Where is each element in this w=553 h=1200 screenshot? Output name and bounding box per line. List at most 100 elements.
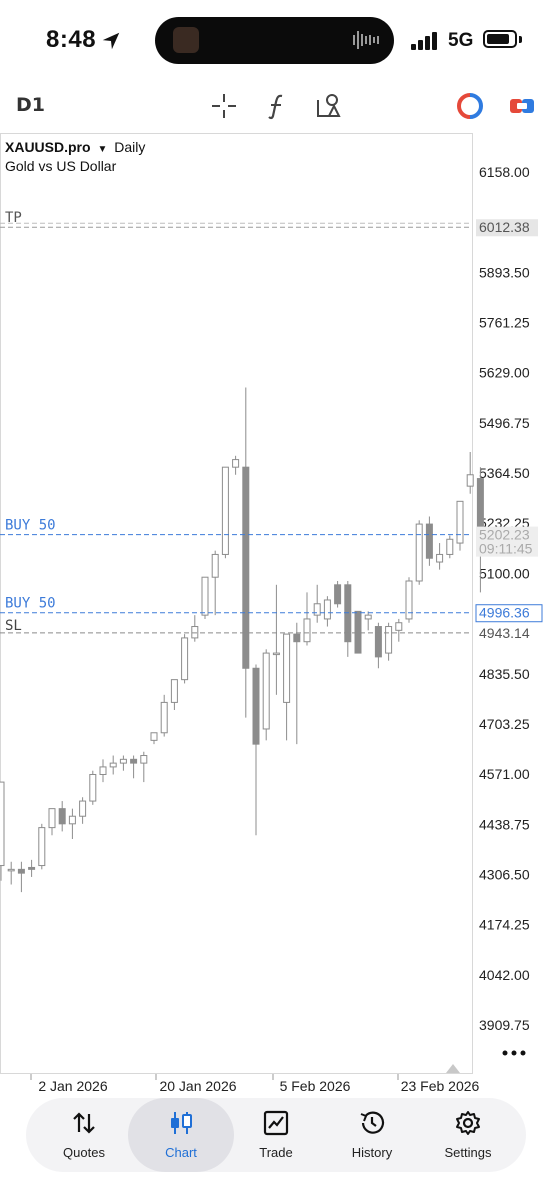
nav-label-settings: Settings xyxy=(444,1145,492,1160)
trade-chart-icon xyxy=(263,1110,289,1136)
candle-body xyxy=(201,576,209,616)
candle-body xyxy=(323,599,331,620)
battery-tip xyxy=(519,36,522,43)
bar-countdown-timer: 09:11:45 xyxy=(479,541,533,557)
nav-quotes[interactable]: Quotes xyxy=(34,1098,134,1172)
take-profit-label: TP xyxy=(5,210,22,226)
price-axis-label: 4703.25 xyxy=(479,716,530,732)
symbol-description: Gold vs US Dollar xyxy=(5,158,117,174)
chart-shift-marker[interactable] xyxy=(446,1064,460,1073)
time-axis-label: 2 Jan 2026 xyxy=(38,1078,107,1094)
candle-body xyxy=(446,538,454,555)
audio-waveform-icon xyxy=(353,31,379,49)
candle-body xyxy=(232,459,240,468)
indicators-icon[interactable] xyxy=(263,92,291,120)
candle-body xyxy=(160,701,168,734)
time-axis-label: 20 Jan 2026 xyxy=(159,1078,236,1094)
crosshair-icon[interactable] xyxy=(210,92,238,120)
candle-body xyxy=(456,500,464,544)
nav-label-trade: Trade xyxy=(259,1145,293,1160)
nav-history[interactable]: History xyxy=(322,1098,422,1172)
candle-body xyxy=(415,523,423,582)
candle-body xyxy=(436,553,444,563)
status-bar: 8:48 5G xyxy=(0,0,553,82)
price-axis-label: 4306.50 xyxy=(479,866,530,882)
candle-body xyxy=(242,466,250,669)
dropdown-caret-icon[interactable]: ▼ xyxy=(97,144,108,155)
buy-order-price-tag xyxy=(475,604,543,623)
chart-toolbar: D1 xyxy=(0,82,553,130)
chart-header: XAUUSD.pro ▼ Daily xyxy=(5,139,145,155)
candle-body xyxy=(395,622,403,631)
bottom-navigation: Quotes Chart Trade History Settings xyxy=(26,1098,526,1172)
candle-body xyxy=(79,800,87,817)
buy-order-price: 4996.36 xyxy=(479,605,530,621)
new-order-icon[interactable] xyxy=(508,92,536,120)
price-axis-label: 4571.00 xyxy=(479,766,530,782)
price-axis-label: 4438.75 xyxy=(479,816,530,832)
price-axis-label: 4835.50 xyxy=(479,666,530,682)
candle-body xyxy=(303,618,311,643)
candle-body xyxy=(252,667,260,745)
history-clock-icon xyxy=(360,1111,385,1134)
price-axis-label: 5100.00 xyxy=(479,565,530,581)
drawing-objects-icon[interactable] xyxy=(315,92,343,120)
battery-icon xyxy=(483,30,517,48)
chart-period: Daily xyxy=(114,139,146,155)
cellular-signal-icon xyxy=(411,32,437,50)
settings-gear-icon xyxy=(456,1111,480,1135)
price-axis-label: 5893.50 xyxy=(479,264,530,280)
quotes-arrows-icon xyxy=(73,1112,95,1134)
plot-frame xyxy=(0,133,473,1074)
candle-body xyxy=(425,523,433,559)
candle-body xyxy=(170,679,178,703)
candle-body xyxy=(181,637,189,681)
candle-body xyxy=(354,610,362,654)
current-price-tag xyxy=(476,526,538,557)
candlestick-chart-icon xyxy=(171,1112,192,1134)
more-options-icon[interactable] xyxy=(502,1050,526,1056)
candle-body xyxy=(262,652,270,730)
candle-body xyxy=(191,626,199,639)
take-profit-price: 6012.38 xyxy=(479,219,530,235)
candle-body xyxy=(150,732,158,741)
location-arrow-icon xyxy=(102,32,120,50)
price-axis-label: 5629.00 xyxy=(479,365,530,381)
nav-chart[interactable]: Chart xyxy=(128,1098,234,1172)
candle-body xyxy=(17,868,25,874)
timeframe-button[interactable]: D1 xyxy=(16,94,45,116)
buy-order-label-2: BUY 50 xyxy=(5,596,56,612)
candle-body xyxy=(466,474,474,487)
price-axis-label: 5364.50 xyxy=(479,465,530,481)
candle-body xyxy=(405,580,413,620)
candle-body xyxy=(272,652,280,656)
candle-body xyxy=(58,808,66,825)
price-axis-label: 4042.00 xyxy=(479,967,530,983)
candle-body xyxy=(283,633,291,703)
nav-label-chart: Chart xyxy=(165,1145,197,1160)
candle-body xyxy=(293,633,301,643)
price-axis-label: 4174.25 xyxy=(479,917,530,933)
price-chart[interactable]: 6158.00 5893.50 5761.25 5629.00 5496.75 5364.… xyxy=(0,133,553,1100)
one-click-trading-icon[interactable] xyxy=(456,92,484,120)
symbol-name[interactable]: XAUUSD.pro xyxy=(5,139,91,155)
stop-loss-price: 4943.14 xyxy=(479,625,530,641)
candle-body xyxy=(364,614,372,620)
price-axis-label: 5496.75 xyxy=(479,415,530,431)
candle-body xyxy=(119,758,127,764)
candle-body xyxy=(68,815,76,825)
candle-body xyxy=(48,808,56,829)
price-axis-label: 6158.00 xyxy=(479,164,530,180)
now-playing-artwork xyxy=(173,27,199,53)
nav-trade[interactable]: Trade xyxy=(226,1098,326,1172)
candle-body xyxy=(99,766,107,775)
nav-settings[interactable]: Settings xyxy=(418,1098,518,1172)
take-profit-price-tag xyxy=(476,219,538,237)
buy-order-label-1: BUY 50 xyxy=(5,518,56,534)
candle-body xyxy=(0,781,5,867)
current-price: 5202.23 xyxy=(479,527,530,543)
price-axis-label: 3909.75 xyxy=(479,1017,530,1033)
candle-body xyxy=(28,866,36,870)
dynamic-island xyxy=(155,17,394,64)
chart-canvas[interactable]: 6158.00 5893.50 5761.25 5629.00 5496.75 5364.… xyxy=(0,133,553,1100)
